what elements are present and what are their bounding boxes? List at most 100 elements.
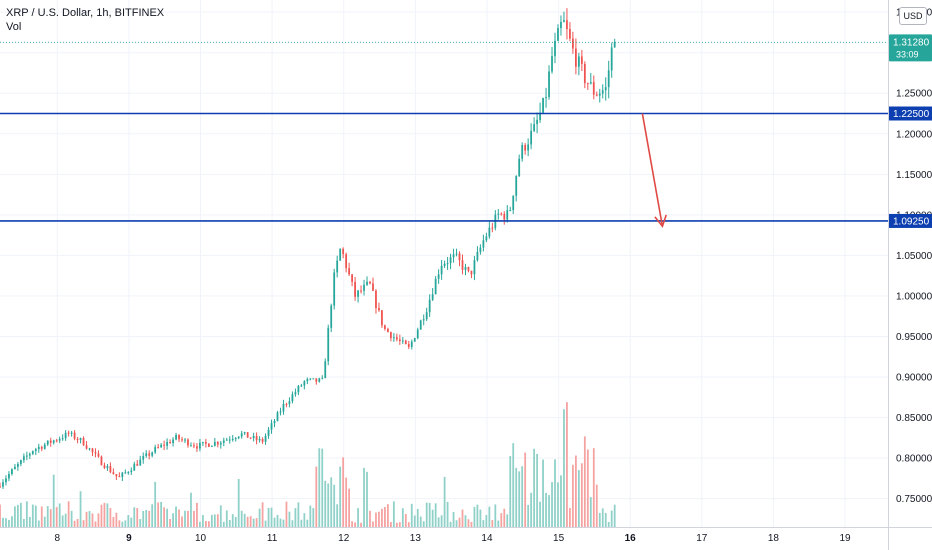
candle-body[interactable] — [151, 452, 154, 456]
candle-body[interactable] — [327, 327, 330, 362]
candle-body[interactable] — [142, 456, 145, 460]
candle-body[interactable] — [330, 305, 333, 328]
candle-body[interactable] — [554, 40, 556, 57]
candle-body[interactable] — [580, 56, 583, 64]
candle-body[interactable] — [461, 260, 464, 270]
candle-body[interactable] — [500, 213, 503, 215]
candle-body[interactable] — [306, 378, 309, 382]
candle-body[interactable] — [598, 93, 601, 96]
candle-body[interactable] — [372, 283, 374, 291]
candle-body[interactable] — [219, 442, 222, 445]
candle-body[interactable] — [539, 112, 541, 120]
candle-body[interactable] — [416, 329, 419, 339]
candle-body[interactable] — [446, 263, 449, 265]
candle-body[interactable] — [237, 436, 240, 439]
candle-body[interactable] — [148, 453, 151, 456]
candle-body[interactable] — [407, 344, 410, 347]
candle-body[interactable] — [503, 213, 506, 220]
candle-body[interactable] — [94, 452, 97, 454]
candle-body[interactable] — [491, 227, 494, 229]
candle-body[interactable] — [551, 56, 553, 72]
candle-body[interactable] — [228, 439, 231, 441]
candle-body[interactable] — [428, 299, 431, 313]
candle-body[interactable] — [601, 90, 604, 94]
candle-body[interactable] — [300, 385, 303, 387]
candle-body[interactable] — [315, 378, 318, 382]
candle-body[interactable] — [19, 460, 22, 464]
candle-body[interactable] — [557, 28, 559, 41]
candle-body[interactable] — [369, 281, 371, 284]
candle-body[interactable] — [566, 20, 568, 29]
candle-body[interactable] — [563, 20, 565, 22]
candle-body[interactable] — [479, 247, 482, 252]
arrow-shaft[interactable] — [641, 113, 664, 227]
candle-body[interactable] — [70, 432, 73, 434]
candle-body[interactable] — [536, 119, 538, 125]
candle-body[interactable] — [613, 42, 616, 48]
candle-body[interactable] — [342, 248, 345, 255]
candle-body[interactable] — [449, 257, 452, 264]
candle-body[interactable] — [387, 328, 389, 333]
candle-body[interactable] — [351, 274, 353, 282]
candle-body[interactable] — [521, 145, 524, 159]
candle-body[interactable] — [604, 87, 607, 91]
candle-body[interactable] — [321, 378, 324, 380]
candle-body[interactable] — [178, 434, 180, 440]
candle-body[interactable] — [82, 438, 85, 446]
candle-body[interactable] — [360, 290, 362, 292]
candle-body[interactable] — [204, 441, 207, 444]
candle-body[interactable] — [199, 442, 201, 449]
candle-body[interactable] — [488, 227, 491, 237]
candle-body[interactable] — [464, 266, 467, 270]
candle-body[interactable] — [240, 433, 243, 437]
candle-body[interactable] — [375, 290, 377, 309]
candle-body[interactable] — [264, 435, 267, 442]
candle-body[interactable] — [574, 48, 577, 67]
candle-body[interactable] — [303, 381, 306, 386]
candle-body[interactable] — [64, 432, 67, 439]
candle-body[interactable] — [49, 440, 52, 443]
candle-body[interactable] — [8, 474, 10, 479]
candle-body[interactable] — [595, 94, 598, 96]
candle-body[interactable] — [279, 411, 282, 413]
candle-body[interactable] — [381, 310, 383, 326]
candle-body[interactable] — [458, 253, 461, 261]
candle-body[interactable] — [324, 361, 327, 379]
candle-body[interactable] — [76, 438, 79, 440]
candle-body[interactable] — [252, 435, 255, 439]
candle-body[interactable] — [548, 71, 550, 98]
candle-body[interactable] — [339, 248, 342, 261]
candle-body[interactable] — [425, 312, 428, 320]
candle-body[interactable] — [133, 463, 136, 471]
candle-body[interactable] — [103, 465, 106, 469]
candle-body[interactable] — [55, 440, 58, 442]
candle-body[interactable] — [506, 210, 509, 220]
candle-body[interactable] — [52, 440, 55, 443]
candle-body[interactable] — [193, 445, 195, 447]
candle-body[interactable] — [533, 124, 536, 131]
candle-body[interactable] — [336, 260, 339, 273]
candle-body[interactable] — [85, 445, 88, 449]
candle-body[interactable] — [607, 70, 610, 88]
candle-body[interactable] — [509, 210, 512, 212]
candle-body[interactable] — [610, 47, 613, 71]
candlesticks[interactable] — [0, 8, 616, 489]
candle-body[interactable] — [175, 434, 177, 440]
candle-body[interactable] — [58, 438, 61, 441]
candle-body[interactable] — [202, 441, 204, 443]
candle-body[interactable] — [419, 320, 422, 330]
candle-body[interactable] — [473, 260, 476, 275]
candle-body[interactable] — [124, 472, 127, 474]
candle-body[interactable] — [0, 486, 1, 488]
candle-body[interactable] — [234, 438, 237, 440]
candle-body[interactable] — [225, 439, 228, 441]
candle-body[interactable] — [560, 21, 562, 29]
candle-body[interactable] — [398, 339, 401, 341]
candle-body[interactable] — [404, 340, 407, 345]
candle-body[interactable] — [452, 254, 455, 258]
candle-body[interactable] — [2, 482, 4, 487]
candle-body[interactable] — [515, 176, 518, 196]
candle-body[interactable] — [518, 158, 521, 177]
candle-body[interactable] — [145, 453, 148, 457]
